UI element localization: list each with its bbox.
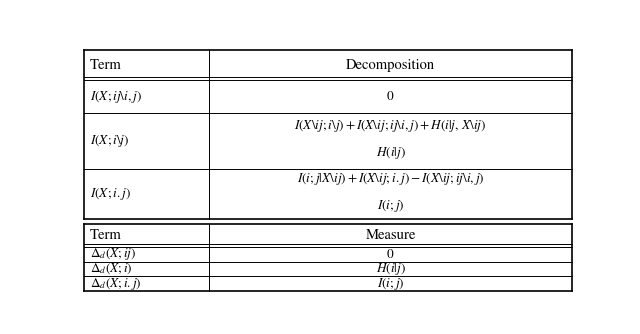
Text: Measure: Measure (365, 229, 416, 242)
Text: $I(X;i.j)$: $I(X;i.j)$ (90, 186, 131, 202)
Text: Term: Term (90, 229, 122, 242)
Text: $0$: $0$ (387, 248, 395, 261)
Text: $\Delta_d(X;ij)$: $\Delta_d(X;ij)$ (90, 246, 136, 263)
Text: $0$: $0$ (387, 90, 395, 103)
Text: $\Delta_d(X;i.j)$: $\Delta_d(X;i.j)$ (90, 276, 141, 292)
Text: $I(X;ij\backslash i,j)$: $I(X;ij\backslash i,j)$ (90, 89, 142, 105)
Text: $I(i;j)$: $I(i;j)$ (377, 276, 404, 292)
Text: $H(i|j)$: $H(i|j)$ (376, 261, 406, 277)
Text: $\Delta_d(X;i)$: $\Delta_d(X;i)$ (90, 262, 132, 276)
Text: $I(i;j)$: $I(i;j)$ (377, 198, 404, 214)
Text: Term: Term (90, 58, 122, 72)
Text: $I(X\backslash ij;i\backslash j) + I(X\backslash ij;ij\backslash i,j) + H(i|j,\,: $I(X\backslash ij;i\backslash j) + I(X\b… (294, 118, 486, 134)
Text: $I(X;i\backslash j)$: $I(X;i\backslash j)$ (90, 133, 129, 149)
Text: Decomposition: Decomposition (346, 58, 435, 72)
Text: $H(i|j)$: $H(i|j)$ (376, 145, 406, 161)
Text: $I(i;j|X\backslash ij) + I(X\backslash ij;i.j) - I(X\backslash ij;ij\backslash i: $I(i;j|X\backslash ij) + I(X\backslash i… (297, 171, 484, 187)
